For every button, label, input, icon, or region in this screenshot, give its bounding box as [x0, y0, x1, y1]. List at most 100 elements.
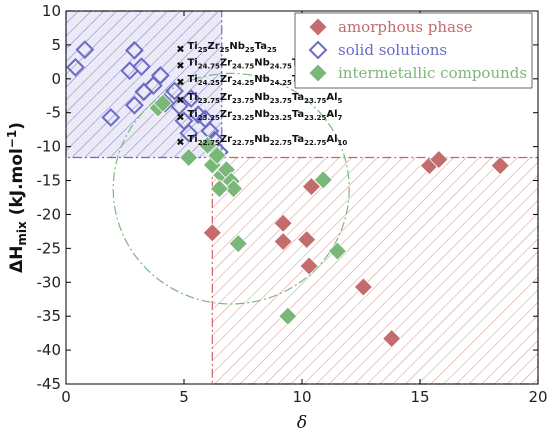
element-symbol: Ta [292, 92, 304, 103]
solid-solutions-point [66, 57, 85, 77]
annotation-cross: ✖ [176, 95, 184, 106]
intermetallic-compounds-point [209, 179, 229, 199]
axis-ticks: 0 5 10 15 20 10 5 0 -5 -10 -15 -20 -25 -30 -35 -40 -45 [37, 2, 548, 406]
element-subscript: 10 [338, 139, 348, 147]
legend-marker [308, 63, 328, 83]
amorphous-region [211, 156, 539, 385]
element-subscript: 22.75 [304, 139, 326, 147]
element-symbol: Zr [220, 74, 232, 85]
element-symbol: Ti [187, 57, 197, 68]
element-subscript: 23.75 [270, 97, 292, 105]
element-symbol: Ta [255, 41, 267, 52]
solid-solutions-point [165, 81, 184, 101]
x-tick-label: 0 [61, 388, 71, 406]
element-symbol: Zr [220, 109, 232, 120]
element-symbol: Ti [187, 92, 197, 103]
y-axis-title-unit: (kJ.mol [7, 148, 27, 221]
amorphous-phase-point [299, 256, 319, 276]
element-symbol: Zr [220, 134, 232, 145]
element-subscript: 23.25 [304, 114, 326, 122]
x-tick-label: 15 [410, 388, 429, 406]
y-tick-label: -40 [37, 341, 62, 359]
element-symbol: Ta [292, 134, 304, 145]
intermetallic-compounds-point [327, 241, 347, 261]
intermetallic-compounds-point [313, 170, 333, 190]
y-axis-title-main: ΔH [7, 246, 27, 273]
element-subscript: 23.25 [198, 114, 220, 122]
element-symbol: Zr [220, 92, 232, 103]
legend-box [294, 12, 533, 89]
y-tick-label: -15 [37, 172, 62, 190]
element-subscript: 25 [220, 46, 230, 54]
element-symbol: Nb [254, 92, 270, 103]
y-axis-title: ΔHmix (kJ.mol−1) [5, 122, 29, 273]
element-subscript: 24.75 [232, 62, 254, 70]
solid-solutions-point [181, 89, 201, 108]
amorphous-phase-point [490, 156, 510, 176]
amorphous-phase-point [353, 277, 373, 297]
amorphous-phase-point [382, 328, 402, 349]
alloy-composition-label: Ti23.25Zr23.25Nb23.25Ta23.25Al7 [187, 109, 342, 122]
element-symbol: Al [326, 109, 337, 120]
intermetallic-compounds-point [179, 147, 199, 168]
element-subscript: 24.75 [270, 62, 292, 70]
element-subscript: 24.25 [270, 79, 292, 87]
element-symbol: Zr [220, 57, 232, 68]
element-symbol: Ti [187, 134, 197, 145]
element-subscript: 23.75 [304, 97, 326, 105]
y-tick-label: -25 [37, 239, 62, 257]
annotation-cross: ✖ [176, 44, 184, 55]
alloy-composition-label: Ti23.75Zr23.75Nb23.75Ta23.75Al5 [187, 92, 342, 105]
amorphous-phase-point [297, 229, 317, 250]
intermetallic-compounds-point [198, 135, 218, 155]
intermetallic-compounds-point [228, 234, 248, 254]
element-subscript: 23.25 [232, 114, 254, 122]
element-subscript: 7 [338, 114, 343, 122]
x-tick-label: 20 [528, 388, 547, 406]
element-symbol: Nb [254, 74, 270, 85]
solid-solutions-point [125, 95, 144, 115]
element-subscript: 23.75 [232, 97, 254, 105]
y-axis-title-unit-end: ) [7, 122, 27, 130]
element-symbol: Nb [254, 57, 270, 68]
y-tick-label: -20 [37, 205, 62, 223]
legend-label: amorphous phase [338, 18, 473, 36]
element-subscript: 25 [245, 46, 255, 54]
y-tick-label: -30 [37, 273, 62, 291]
element-subscript: 22.75 [270, 139, 292, 147]
element-subscript: 24.25 [198, 79, 220, 87]
legend-label: intermetallic compounds [338, 64, 527, 82]
legend-marker [308, 17, 328, 37]
amorphous-phase-point [202, 223, 222, 243]
y-tick-label: -35 [37, 307, 62, 325]
y-axis-title-superscript: −1 [5, 130, 19, 148]
element-symbol: Ta [292, 109, 304, 120]
regions-layer [65, 10, 539, 385]
data-points [66, 40, 510, 349]
intermetallic-compounds-point [278, 306, 298, 326]
element-symbol: Ti [187, 109, 197, 120]
annotation-cross: ✖ [176, 137, 184, 148]
element-subscript: 23.25 [270, 114, 292, 122]
y-tick-label: -45 [37, 375, 62, 393]
intermetallic-compounds-point [153, 93, 173, 113]
element-symbol: Nb [254, 109, 270, 120]
legend-marker [308, 40, 328, 60]
intermetallic-compounds-point [207, 145, 227, 166]
y-tick-label: -5 [46, 104, 61, 122]
annotation-cross: ✖ [176, 61, 184, 72]
solid-solutions-point [125, 40, 144, 60]
element-subscript: 25 [267, 46, 277, 54]
x-tick-label: 5 [179, 388, 189, 406]
element-subscript: 25 [198, 46, 208, 54]
element-symbol: Zr [207, 41, 219, 52]
element-symbol: Nb [254, 134, 270, 145]
y-tick-label: 10 [42, 2, 61, 20]
y-tick-label: 0 [51, 70, 61, 88]
amorphous-phase-point [429, 149, 449, 170]
alloy-composition-label: Ti22.75Zr22.75Nb22.75Ta22.75Al10 [187, 134, 347, 147]
element-subscript: 23.75 [198, 97, 220, 105]
element-subscript: 22.75 [232, 139, 254, 147]
element-symbol: Al [326, 92, 337, 103]
